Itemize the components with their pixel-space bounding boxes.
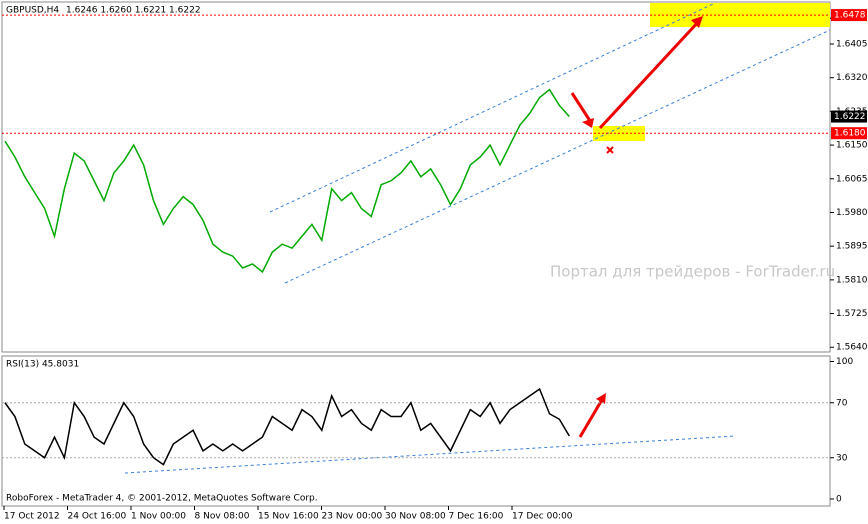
- y-tick-label: 1.6150: [836, 141, 868, 151]
- rsi-arrow: [578, 397, 605, 438]
- y-tick-label: 1.5640: [836, 343, 868, 353]
- y-tick-label: 100: [836, 357, 853, 367]
- x-tick-label: 8 Nov 08:00: [195, 512, 250, 522]
- price-label-box: [831, 127, 867, 140]
- symbol: GBPUSD,H4: [6, 6, 59, 16]
- x-tick-label: 24 Oct 16:00: [68, 512, 127, 522]
- y-tick-label: 1.5895: [836, 242, 868, 252]
- x-tick-label: 15 Nov 16:00: [258, 512, 319, 522]
- x-tick-label: 1 Nov 00:00: [131, 512, 186, 522]
- y-tick-label: 30: [836, 453, 848, 463]
- x-tick-label: 7 Dec 16:00: [449, 512, 504, 522]
- cross: [606, 146, 614, 154]
- channel-lower: [284, 29, 831, 284]
- y-tick-label: 0: [836, 495, 842, 505]
- price-label-box: [831, 110, 867, 123]
- arrow-head: [596, 393, 606, 404]
- y-tick-label: 1.5980: [836, 208, 868, 218]
- y-tick-label: 1.6065: [836, 174, 868, 184]
- y-tick-label: 1.6405: [836, 40, 868, 50]
- price-label-box: [831, 9, 867, 22]
- main-frame: [1, 1, 831, 353]
- price-label: 1.6180: [834, 129, 866, 139]
- price-line: [4, 88, 570, 274]
- y-tick-label: 1.6320: [836, 73, 868, 83]
- channel-upper: [269, 2, 716, 213]
- price-label: 1.6478: [834, 11, 866, 21]
- price-line: [4, 387, 570, 466]
- y-tick-label: 70: [836, 398, 848, 408]
- x-tick-label: 23 Nov 00:00: [322, 512, 383, 522]
- rsi-frame: [1, 355, 831, 507]
- ohlc: 1.6246 1.6260 1.6221 1.6222: [66, 6, 201, 16]
- y-tick-label: 1.5725: [836, 309, 868, 319]
- y-tick-label: 1.5810: [836, 275, 868, 285]
- x-tick-label: 17 Oct 2012: [4, 512, 60, 522]
- price-label: 1.6222: [834, 112, 866, 122]
- watermark: Портал для трейдеров - ForTrader.ru: [550, 263, 835, 281]
- forecast-arrow: [570, 18, 702, 130]
- x-tick-label: 30 Nov 08:00: [385, 512, 446, 522]
- rsi-title: RSI(13) 45.8031: [6, 360, 79, 370]
- footer: RoboForex - MetaTrader 4, © 2001-2012, M…: [6, 494, 318, 504]
- x-tick-label: 17 Dec 00:00: [512, 512, 573, 522]
